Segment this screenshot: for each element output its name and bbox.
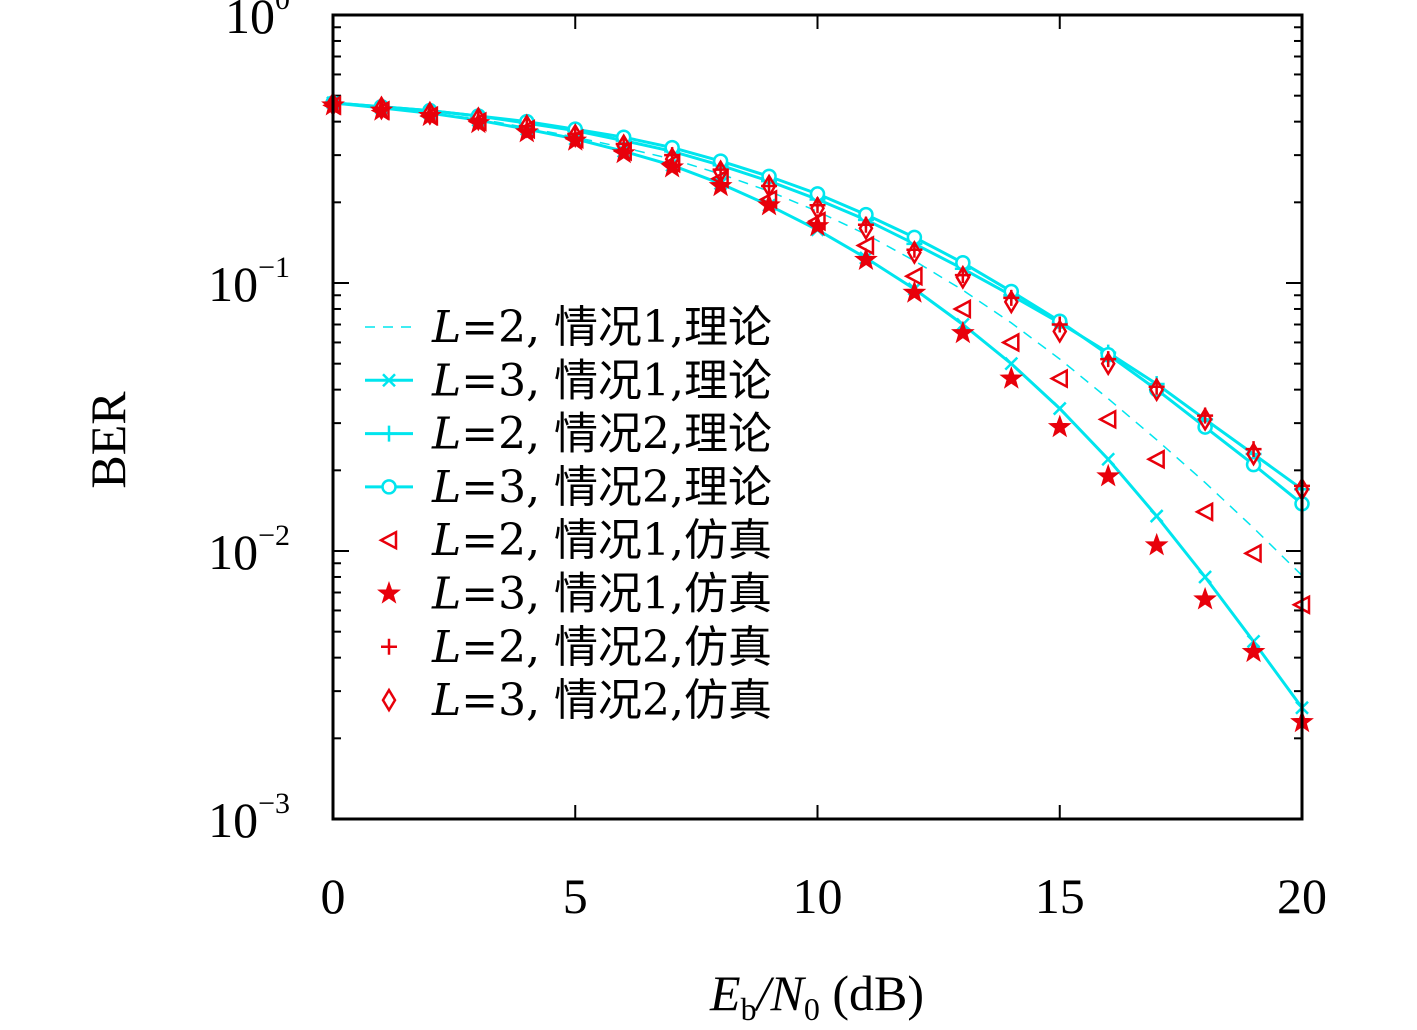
data-point xyxy=(955,264,971,290)
data-point xyxy=(567,123,583,148)
data-point xyxy=(1097,409,1117,430)
data-point xyxy=(1241,639,1266,663)
legend-label: L=3, 情况1,仿真 xyxy=(431,569,772,620)
y-tick-label: 10−2 xyxy=(208,519,290,580)
legend-label: L=3, 情况2,仿真 xyxy=(431,675,772,726)
legend-item: L=2, 情况2,理论 xyxy=(365,409,772,460)
x-tick-label: 0 xyxy=(321,868,346,924)
data-point xyxy=(1049,368,1068,389)
legend-marker xyxy=(381,638,397,655)
data-point xyxy=(761,173,777,199)
legend-marker xyxy=(378,530,398,551)
legend-label: L=3, 情况1,理论 xyxy=(431,355,772,406)
data-point xyxy=(1096,463,1121,487)
legend-label: L=2, 情况2,仿真 xyxy=(431,622,772,673)
data-point xyxy=(422,100,438,126)
legend-label: L=2, 情况1,理论 xyxy=(431,302,772,353)
data-point xyxy=(1145,449,1165,470)
data-point xyxy=(1052,318,1068,344)
y-tick-label: 10−1 xyxy=(208,251,290,312)
series-8 xyxy=(325,91,1310,502)
data-point xyxy=(1246,441,1262,467)
data-point xyxy=(1194,501,1214,522)
data-point xyxy=(805,213,830,237)
data-point xyxy=(660,154,685,178)
legend-item: L=2, 情况2,仿真 xyxy=(381,622,772,673)
data-point xyxy=(1047,414,1072,438)
data-point xyxy=(1197,406,1213,432)
plot-area-frame xyxy=(331,13,1304,821)
data-point xyxy=(1052,401,1067,416)
legend-label: L=3, 情况2,理论 xyxy=(431,462,772,513)
data-point xyxy=(1004,356,1019,371)
legend-label: L=2, 情况1,仿真 xyxy=(431,515,772,566)
data-point xyxy=(757,192,781,216)
data-point xyxy=(903,266,923,287)
data-point xyxy=(1000,332,1020,353)
data-point xyxy=(952,298,972,320)
data-point xyxy=(713,159,729,185)
data-point xyxy=(854,247,878,271)
data-point xyxy=(858,215,874,241)
legend-item: L=3, 情况2,理论 xyxy=(365,462,772,513)
legend-item: L=3, 情况1,理论 xyxy=(365,355,772,406)
data-point xyxy=(902,280,927,303)
data-point xyxy=(373,95,389,121)
x-tick-label: 15 xyxy=(1035,868,1085,924)
data-point xyxy=(1100,351,1116,377)
data-point xyxy=(1149,377,1165,403)
data-point xyxy=(664,146,680,172)
data-point xyxy=(810,195,825,221)
y-axis-label: BER xyxy=(80,391,136,489)
data-point xyxy=(999,366,1024,389)
legend-marker xyxy=(381,479,397,495)
data-point xyxy=(616,133,632,159)
data-point xyxy=(1198,570,1212,584)
legend-item: L=3, 情况2,仿真 xyxy=(381,675,772,726)
legend-marker xyxy=(377,580,401,604)
legend-marker xyxy=(381,687,397,713)
data-point xyxy=(708,173,733,197)
series-layer xyxy=(321,91,1314,733)
data-point xyxy=(519,113,535,139)
tick-labels: 0 5 10 15 20 100 10−1 10−2 10−3 xyxy=(208,0,1327,924)
legend-item: L=3, 情况1,仿真 xyxy=(377,569,772,620)
x-tick-label: 20 xyxy=(1277,868,1327,924)
legend-item: L=2, 情况1,理论 xyxy=(365,302,772,353)
data-point xyxy=(1149,509,1164,523)
legend-marker xyxy=(382,373,396,388)
data-point xyxy=(1003,289,1019,315)
legend: L=2, 情况1,理论L=3, 情况1,理论L=2, 情况2,理论L=3, 情况… xyxy=(365,302,772,726)
x-tick-label: 10 xyxy=(793,868,843,924)
legend-label: L=2, 情况2,理论 xyxy=(431,409,772,460)
y-tick-label: 10−3 xyxy=(208,787,290,848)
legend-marker xyxy=(381,425,397,442)
legend-item: L=2, 情况1,仿真 xyxy=(378,515,772,566)
x-tick-label: 5 xyxy=(563,868,588,924)
data-point xyxy=(1101,452,1116,467)
data-point xyxy=(1144,532,1169,556)
data-point xyxy=(470,106,486,132)
data-point xyxy=(906,240,922,265)
y-tick-label: 100 xyxy=(225,0,290,44)
data-point xyxy=(1193,586,1217,610)
data-point xyxy=(1242,543,1262,564)
x-axis-label: Eb/N0 (dB) xyxy=(709,965,924,1027)
data-point xyxy=(950,320,975,344)
